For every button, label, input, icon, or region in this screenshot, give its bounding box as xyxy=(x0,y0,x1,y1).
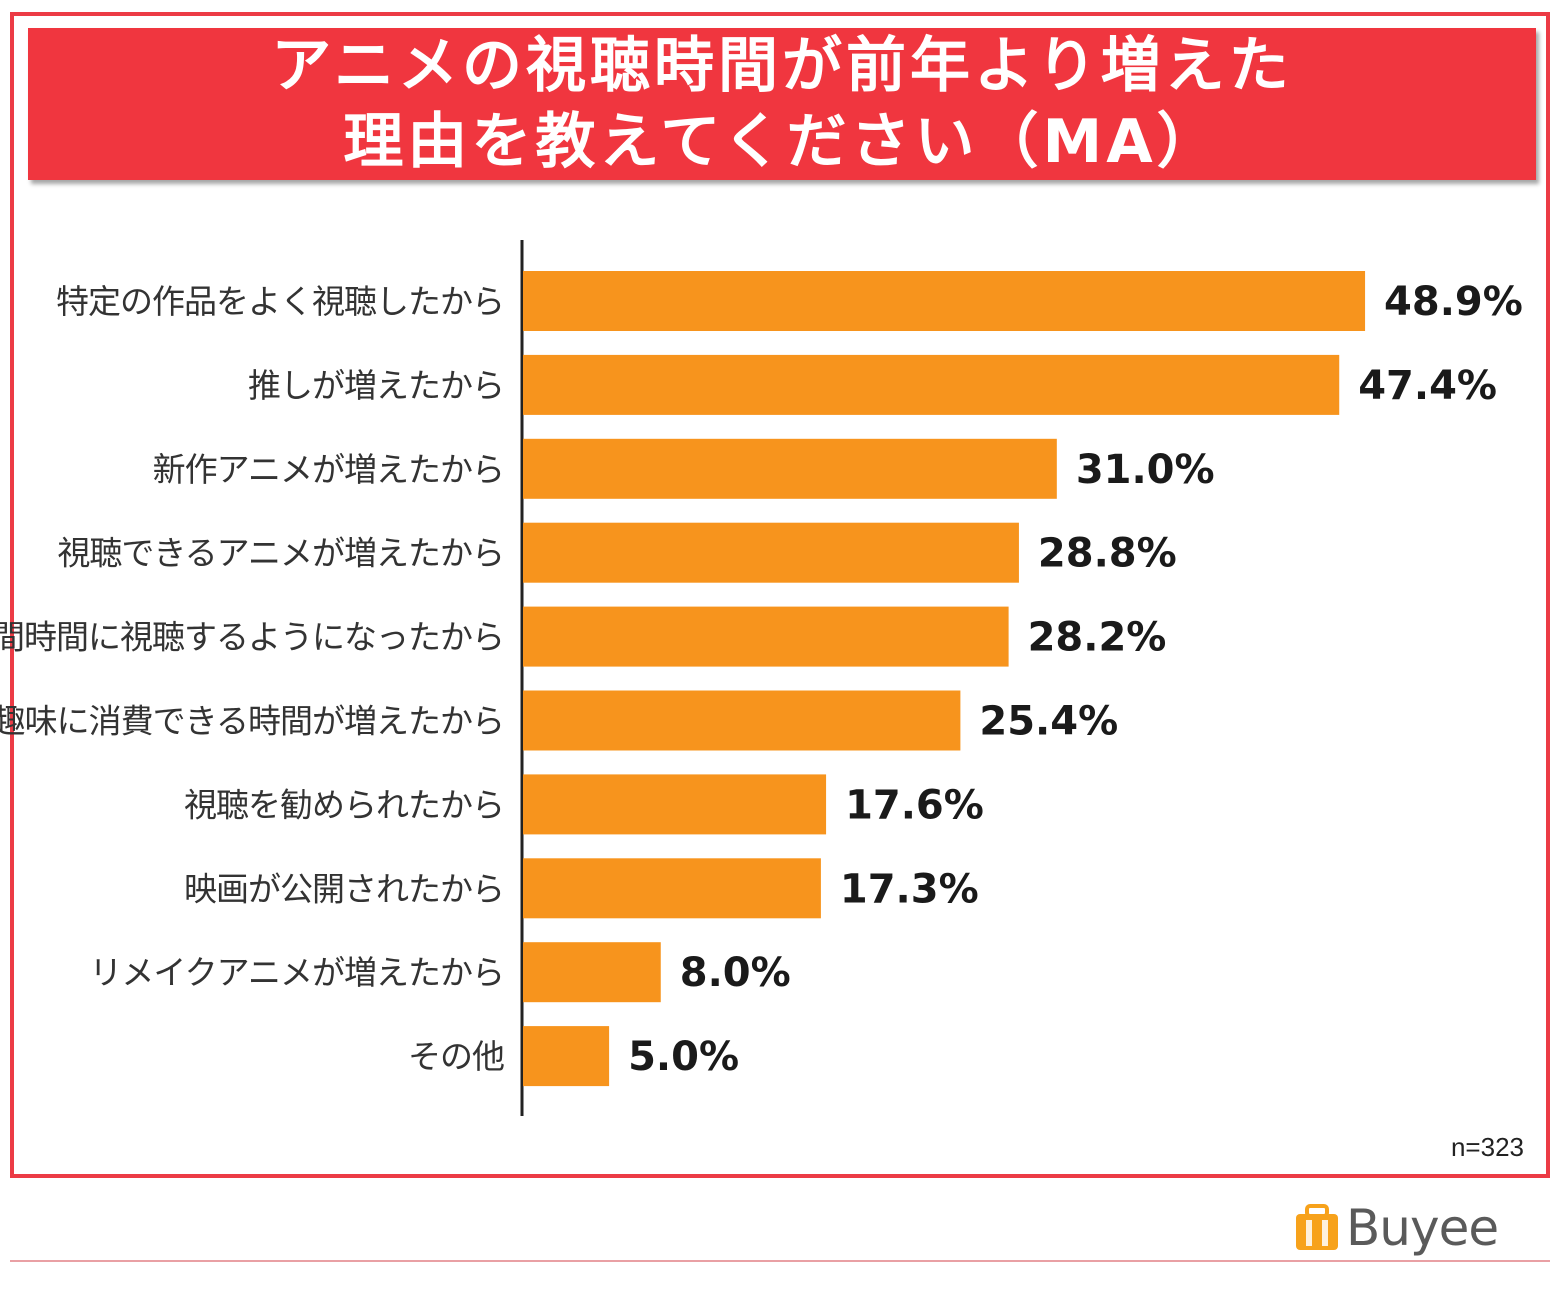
chart-title-line-2: 理由を教えてください（MA） xyxy=(343,107,1221,177)
value-label-2: 47.4% xyxy=(1358,363,1497,409)
category-label-6: 趣味に消費できる時間が増えたから xyxy=(0,702,504,741)
category-label-9: リメイクアニメが増えたから xyxy=(89,953,504,992)
buyee-logo-icon xyxy=(1294,1204,1340,1252)
value-label-9: 8.0% xyxy=(680,950,791,996)
bar-7 xyxy=(523,774,827,835)
category-label-10: その他 xyxy=(408,1037,504,1076)
value-label-7: 17.6% xyxy=(845,782,984,828)
category-label-4: 視聴できるアニメが増えたから xyxy=(57,534,504,573)
value-label-6: 25.4% xyxy=(979,699,1118,745)
value-label-3: 31.0% xyxy=(1076,447,1215,493)
category-label-7: 視聴を勧められたから xyxy=(184,785,504,824)
title-banner: アニメの視聴時間が前年より増えた 理由を教えてください（MA） xyxy=(28,28,1536,180)
brand-name: Buyee xyxy=(1346,1199,1499,1257)
bar-9 xyxy=(523,942,661,1003)
sample-size-note: n=323 xyxy=(1450,1132,1524,1162)
value-label-4: 28.8% xyxy=(1038,531,1177,577)
chart-title-line-1: アニメの視聴時間が前年より増えた xyxy=(271,31,1293,101)
footer-divider xyxy=(10,1260,1550,1262)
bar-2 xyxy=(523,354,1340,415)
bar-6 xyxy=(523,690,961,751)
value-label-5: 28.2% xyxy=(1028,615,1167,661)
value-label-8: 17.3% xyxy=(840,866,979,912)
value-label-10: 5.0% xyxy=(628,1034,739,1080)
bar-3 xyxy=(523,438,1057,499)
bar-4 xyxy=(523,522,1019,583)
bar-1 xyxy=(523,271,1366,331)
category-label-3: 新作アニメが増えたから xyxy=(153,450,504,489)
bar-8 xyxy=(523,858,821,919)
bar-10 xyxy=(523,1026,610,1087)
brand-logo: Buyee xyxy=(1294,1198,1499,1258)
category-label-1: 特定の作品をよく視聴したから xyxy=(56,282,504,321)
category-label-2: 推しが増えたから xyxy=(248,366,504,405)
category-label-8: 映画が公開されたから xyxy=(184,869,504,908)
chart-frame xyxy=(10,12,1550,1178)
bar-5 xyxy=(523,606,1009,667)
category-label-5: 隙間時間に視聴するようになったから xyxy=(0,618,504,657)
value-label-1: 48.9% xyxy=(1384,279,1523,325)
